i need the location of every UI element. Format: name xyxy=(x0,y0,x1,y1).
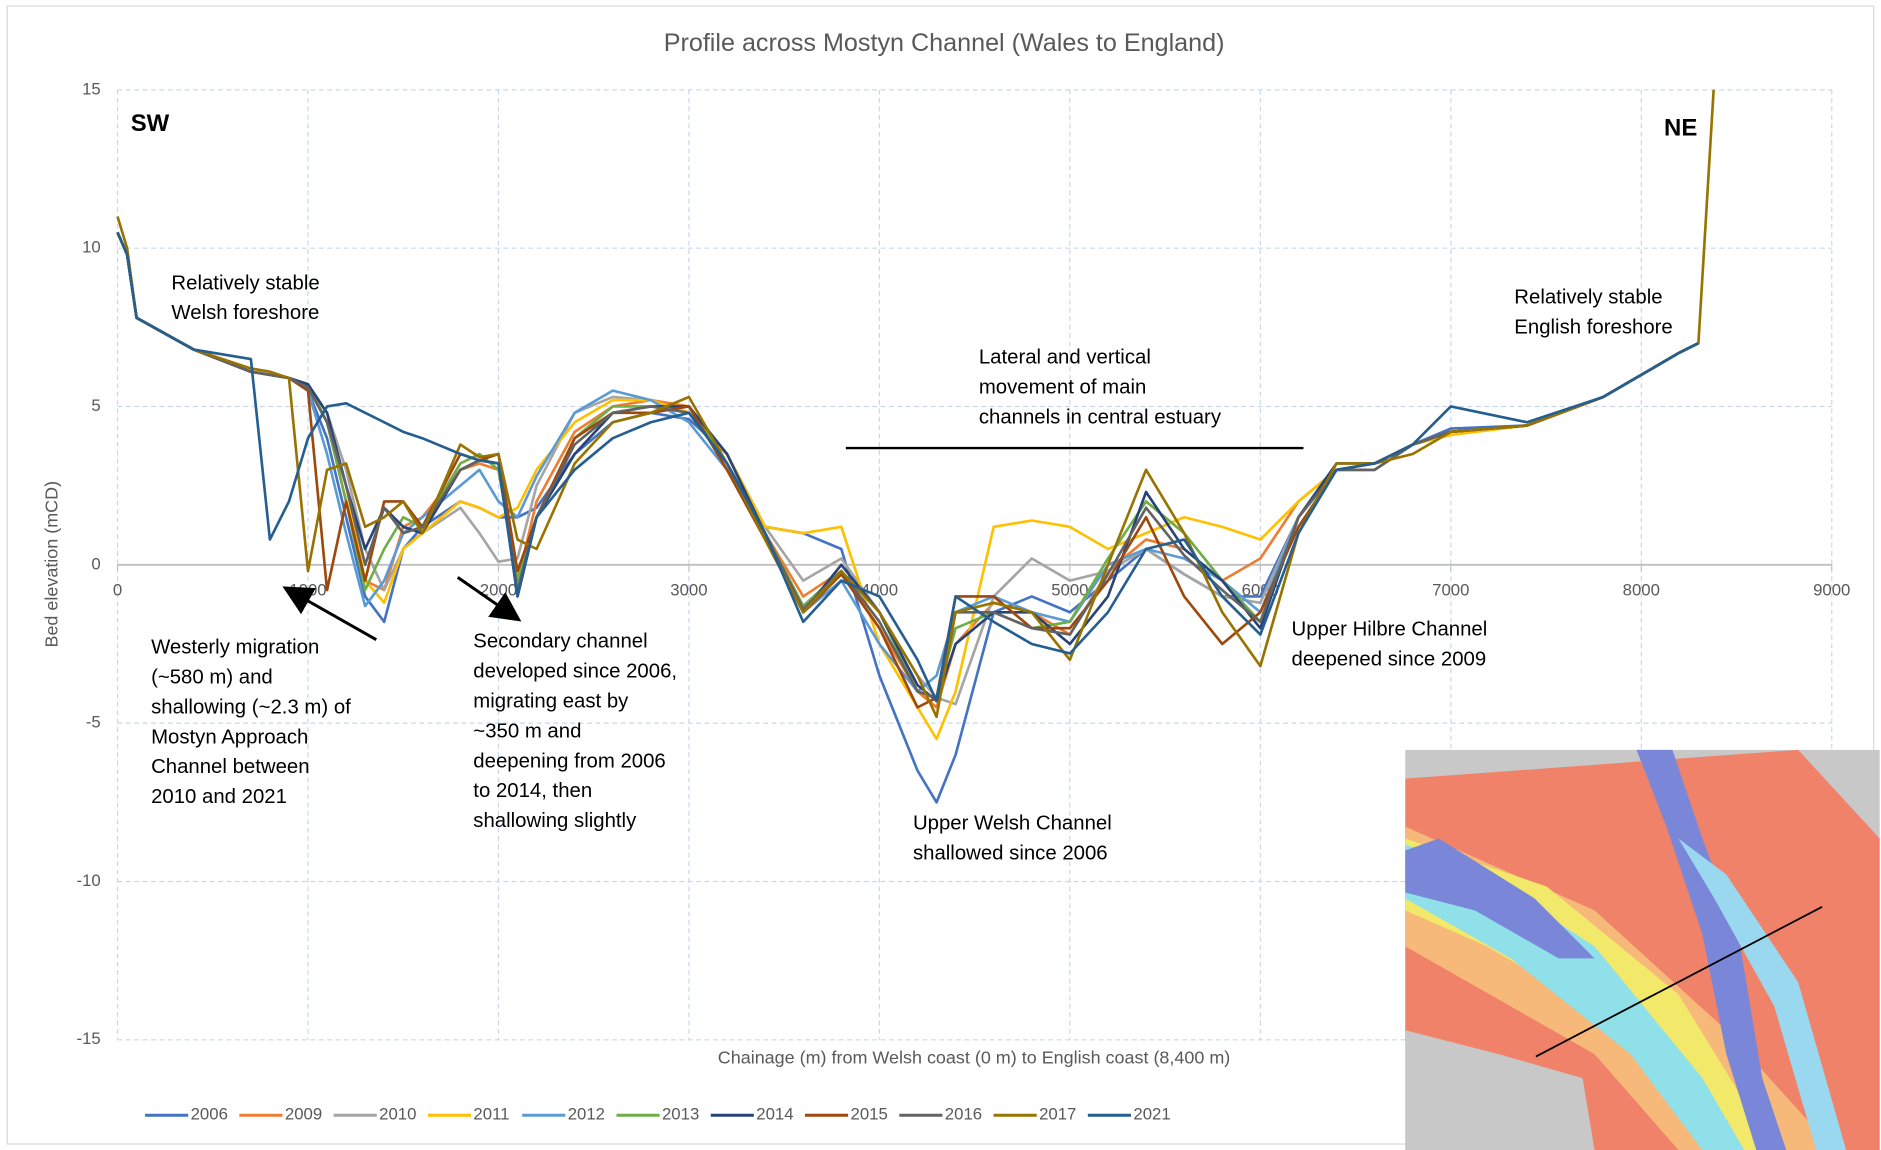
annotation: deepening from 2006 xyxy=(473,750,665,772)
inset-map xyxy=(1405,749,1880,1150)
legend-label: 2017 xyxy=(1039,1105,1076,1124)
legend-label: 2015 xyxy=(851,1105,888,1124)
annotation: channels in central estuary xyxy=(979,406,1222,428)
annotation: to 2014, then xyxy=(473,780,592,802)
annotation: Relatively stable xyxy=(171,272,319,294)
annotation: Secondary channel xyxy=(473,630,647,652)
sw-label: SW xyxy=(131,110,170,137)
ne-label: NE xyxy=(1664,115,1697,142)
y-tick-label: 5 xyxy=(91,396,100,415)
legend-label: 2012 xyxy=(568,1105,605,1124)
legend-label: 2011 xyxy=(473,1105,509,1124)
annotation: Mostyn Approach xyxy=(151,726,308,748)
annotation: Welsh foreshore xyxy=(171,302,319,324)
annotation: (~580 m) and xyxy=(151,666,273,688)
annotation: deepened since 2009 xyxy=(1291,648,1486,670)
annotation: migrating east by xyxy=(473,690,629,712)
x-tick-label: 4000 xyxy=(861,581,898,600)
annotation: developed since 2006, xyxy=(473,660,677,682)
legend-label: 2014 xyxy=(756,1105,793,1124)
annotation: shallowed since 2006 xyxy=(913,842,1108,864)
annotation: shallowing (~2.3 m) of xyxy=(151,696,351,718)
series-line xyxy=(116,89,1715,719)
legend: 2006 2009 2010 2011 2012 2013 2014 2015 2016 2017… xyxy=(145,1105,1171,1124)
legend-label: 2010 xyxy=(379,1105,416,1124)
annotation: movement of main xyxy=(979,377,1146,399)
annotation: Westerly migration xyxy=(151,636,319,658)
annotation: Upper Welsh Channel xyxy=(913,813,1112,835)
lines xyxy=(116,89,1715,804)
legend-label: 2016 xyxy=(945,1105,982,1124)
legend-label: 2021 xyxy=(1133,1105,1170,1124)
annotation: 2010 and 2021 xyxy=(151,786,287,808)
legend-label: 2009 xyxy=(285,1105,322,1124)
chart-title: Profile across Mostyn Channel (Wales to … xyxy=(664,29,1225,57)
y-tick-label: -15 xyxy=(77,1029,101,1048)
y-tick-label: 10 xyxy=(82,238,101,257)
annotation: shallowing slightly xyxy=(473,810,637,832)
annotation: Channel between xyxy=(151,756,309,778)
annotation-arrow xyxy=(456,576,522,622)
annotations: Relatively stable Welsh foreshore Relative… xyxy=(151,272,1673,864)
annotation: ~350 m and xyxy=(473,720,581,742)
x-tick-label: 3000 xyxy=(670,581,707,600)
x-tick-label: 5000 xyxy=(1051,581,1088,600)
y-axis-label: Bed elevation (mCD) xyxy=(42,481,62,648)
legend-label: 2006 xyxy=(191,1105,228,1124)
legend-label: 2013 xyxy=(662,1105,699,1124)
annotation-arrow xyxy=(282,586,378,641)
y-tick-label: 0 xyxy=(91,554,100,573)
x-tick-label: 8000 xyxy=(1623,581,1660,600)
x-axis-label: Chainage (m) from Welsh coast (0 m) to E… xyxy=(718,1048,1231,1068)
x-tick-label: 7000 xyxy=(1432,581,1469,600)
y-tick-label: -5 xyxy=(86,713,101,732)
x-tick-label: 0 xyxy=(113,581,122,600)
series-line xyxy=(116,231,1700,709)
series-line xyxy=(116,231,1700,703)
y-tick-label: -10 xyxy=(77,871,101,890)
annotation: Upper Hilbre Channel xyxy=(1291,618,1487,640)
annotation: Relatively stable xyxy=(1514,287,1662,309)
annotation: English foreshore xyxy=(1514,317,1672,339)
y-tick-label: 15 xyxy=(82,79,101,98)
annotation: Lateral and vertical xyxy=(979,347,1151,369)
x-tick-label: 1000 xyxy=(289,581,326,600)
x-tick-label: 9000 xyxy=(1813,581,1850,600)
